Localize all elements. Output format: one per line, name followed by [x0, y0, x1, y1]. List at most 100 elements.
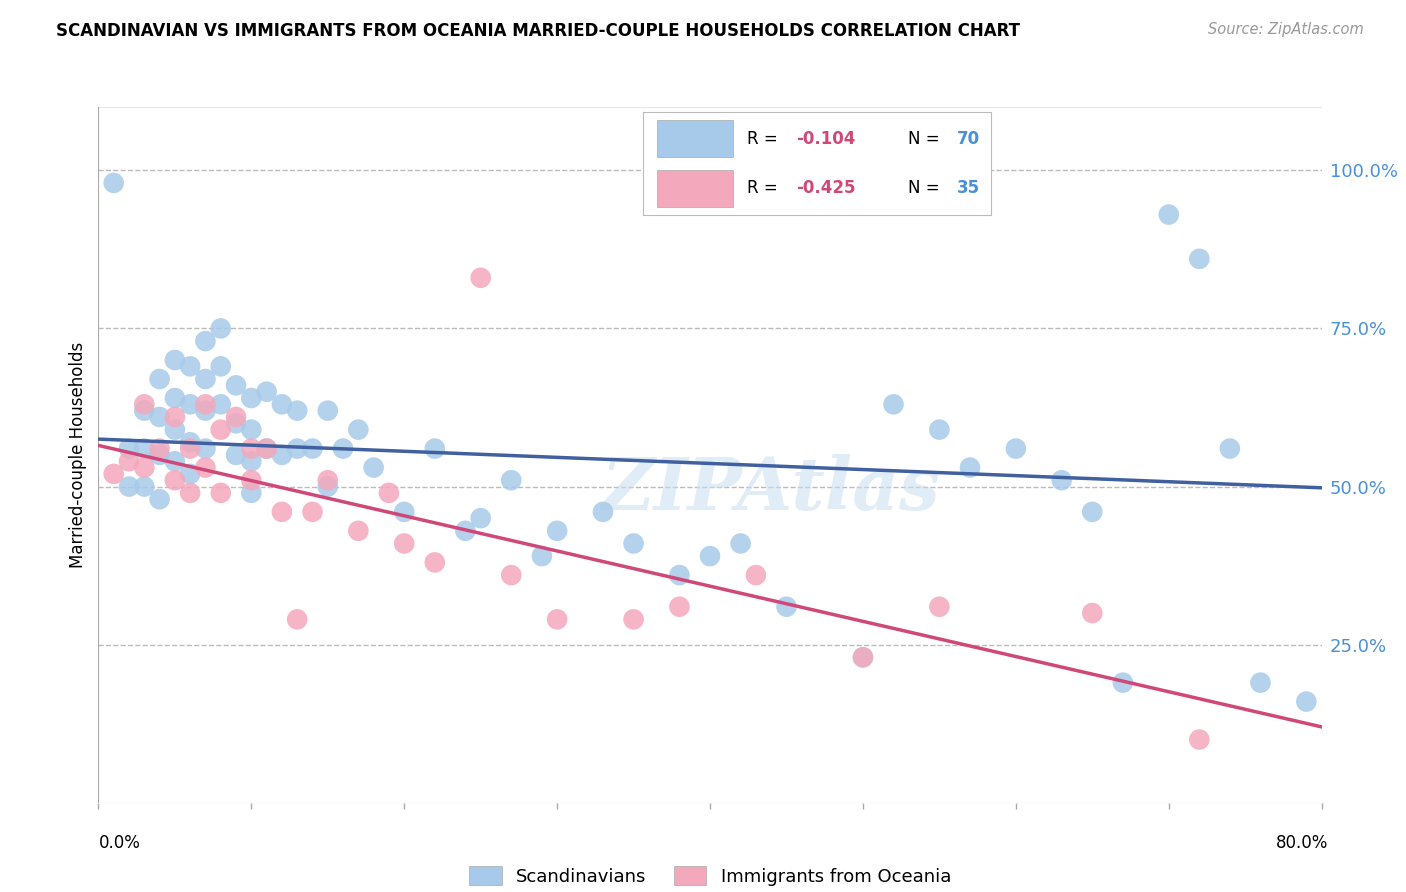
Point — [163, 473, 186, 487]
Text: 80.0%: 80.0% — [1277, 834, 1329, 852]
Point — [256, 442, 278, 456]
Point — [1112, 675, 1135, 690]
Point — [730, 536, 752, 550]
Point — [852, 650, 875, 665]
Point — [194, 397, 217, 411]
Point — [423, 556, 446, 570]
Point — [1188, 252, 1211, 266]
Point — [347, 423, 370, 437]
Point — [149, 492, 172, 507]
Point — [179, 442, 201, 456]
Point — [225, 448, 247, 462]
Point — [1295, 695, 1317, 709]
Point — [163, 454, 186, 468]
Point — [118, 454, 141, 468]
Point — [103, 467, 125, 481]
Point — [775, 599, 797, 614]
Point — [179, 486, 201, 500]
Point — [240, 473, 263, 487]
Point — [378, 486, 401, 500]
Point — [270, 448, 292, 462]
Point — [316, 403, 339, 417]
Point — [240, 423, 263, 437]
Point — [1157, 208, 1180, 222]
Point — [194, 460, 217, 475]
Point — [623, 612, 645, 626]
Point — [240, 486, 263, 500]
Point — [285, 612, 308, 626]
Point — [179, 397, 201, 411]
Point — [179, 359, 201, 374]
Point — [256, 442, 278, 456]
Point — [454, 524, 477, 538]
Point — [470, 270, 492, 285]
Point — [1081, 606, 1104, 620]
Point — [852, 650, 875, 665]
Point — [1050, 473, 1073, 487]
Point — [301, 442, 323, 456]
Point — [1081, 505, 1104, 519]
Point — [301, 505, 323, 519]
Point — [225, 409, 247, 424]
Point — [118, 479, 141, 493]
Point — [134, 397, 156, 411]
Point — [699, 549, 721, 563]
Point — [1249, 675, 1271, 690]
Point — [194, 372, 217, 386]
Point — [285, 442, 308, 456]
Point — [1004, 442, 1026, 456]
Point — [225, 417, 247, 431]
Point — [470, 511, 492, 525]
Point — [103, 176, 125, 190]
Point — [134, 460, 156, 475]
Point — [240, 442, 263, 456]
Point — [179, 435, 201, 450]
Point — [392, 505, 416, 519]
Point — [240, 391, 263, 405]
Point — [668, 599, 690, 614]
Point — [163, 391, 186, 405]
Point — [883, 397, 905, 411]
Point — [592, 505, 614, 519]
Point — [134, 403, 156, 417]
Point — [209, 423, 232, 437]
Point — [668, 568, 690, 582]
Point — [363, 460, 385, 475]
Point — [423, 442, 446, 456]
Point — [928, 599, 950, 614]
Point — [392, 536, 416, 550]
Point — [546, 612, 568, 626]
Point — [928, 423, 950, 437]
Point — [194, 334, 217, 348]
Text: Source: ZipAtlas.com: Source: ZipAtlas.com — [1208, 22, 1364, 37]
Point — [546, 524, 568, 538]
Point — [225, 378, 247, 392]
Text: ZIPAtlas: ZIPAtlas — [602, 454, 941, 525]
Point — [134, 479, 156, 493]
Point — [501, 473, 523, 487]
Point — [501, 568, 523, 582]
Point — [1188, 732, 1211, 747]
Point — [256, 384, 278, 399]
Point — [347, 524, 370, 538]
Point — [316, 473, 339, 487]
Point — [149, 372, 172, 386]
Point — [332, 442, 354, 456]
Point — [163, 409, 186, 424]
Point — [163, 353, 186, 368]
Point — [623, 536, 645, 550]
Point — [745, 568, 768, 582]
Point — [118, 442, 141, 456]
Point — [163, 423, 186, 437]
Point — [149, 442, 172, 456]
Point — [209, 397, 232, 411]
Point — [285, 403, 308, 417]
Point — [530, 549, 553, 563]
Point — [959, 460, 981, 475]
Y-axis label: Married-couple Households: Married-couple Households — [69, 342, 87, 568]
Point — [194, 403, 217, 417]
Point — [270, 505, 292, 519]
Point — [134, 442, 156, 456]
Text: 0.0%: 0.0% — [98, 834, 141, 852]
Point — [240, 454, 263, 468]
